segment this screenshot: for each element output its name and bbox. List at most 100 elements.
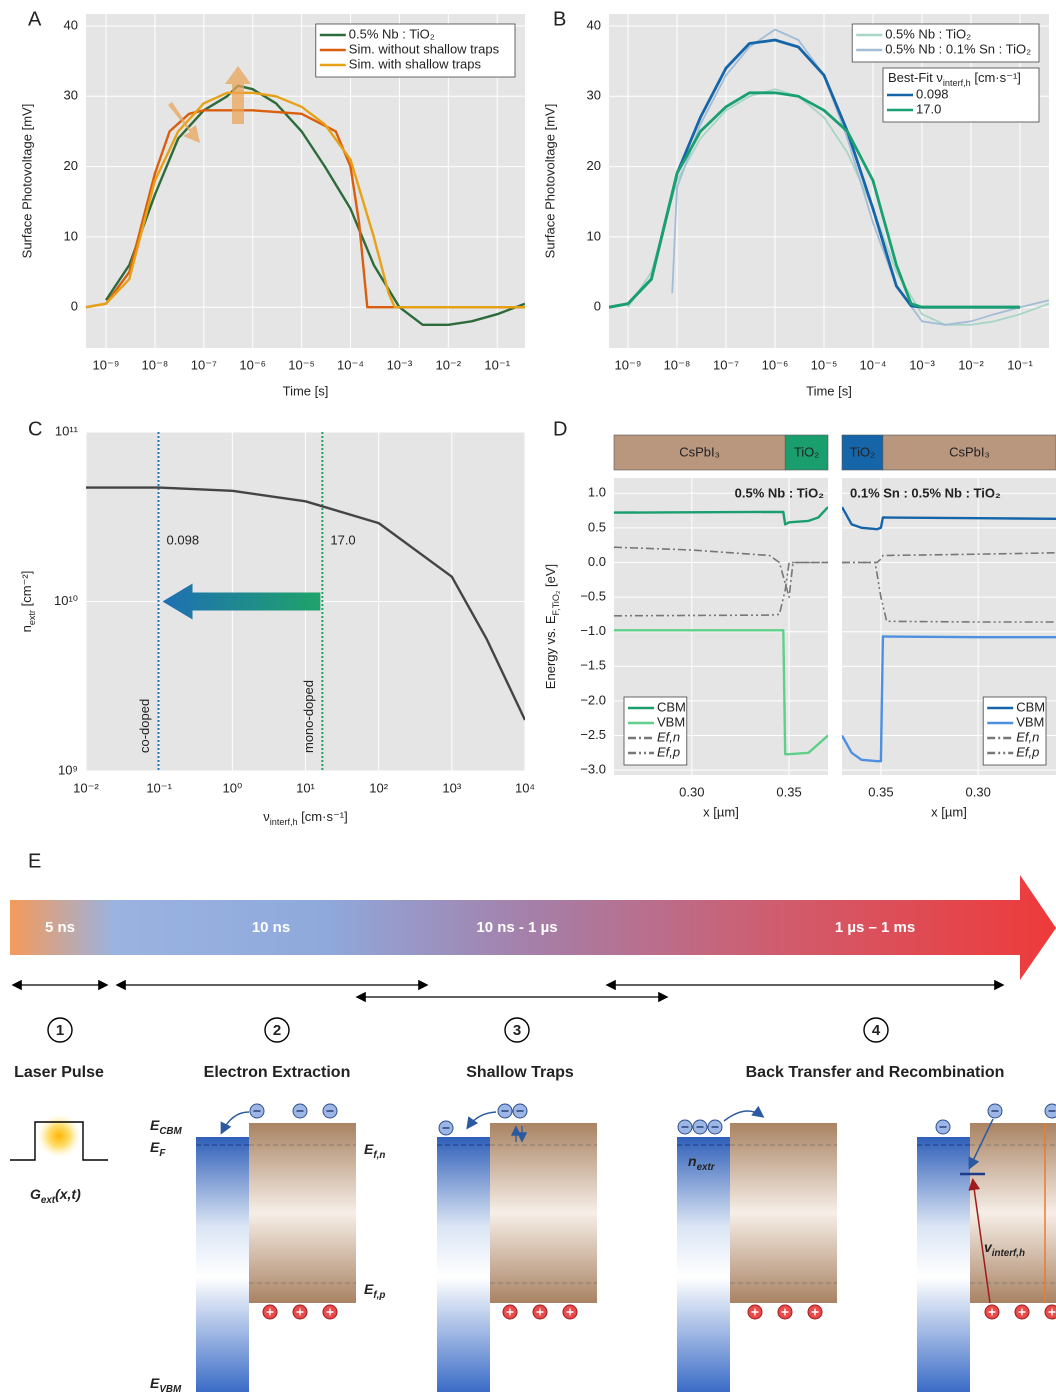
x-tick-label: 10⁻² [435, 357, 461, 372]
annotation: 0.5% Nb : TiO₂ [735, 485, 825, 500]
series-line [842, 561, 1056, 623]
layer [784, 434, 829, 471]
y-axis-label: nextr [cm⁻²] [19, 571, 37, 633]
label-part: interf,h [992, 1248, 1025, 1259]
step-circle [863, 1017, 889, 1043]
legend-label: Sim. without shallow traps [349, 41, 500, 56]
y-tick-label: 0 [594, 299, 601, 314]
legend-box [851, 23, 1040, 63]
step-circle [264, 1017, 290, 1043]
y-tick-label: 40 [587, 17, 601, 32]
g-ext-label: Gext(x,t) [30, 1186, 81, 1206]
y-tick-label: −0.5 [580, 589, 606, 604]
label-part: CBM [159, 1126, 182, 1137]
x-tick-label: 10⁰ [222, 780, 242, 795]
legend-label: 0.5% Nb : TiO₂ [885, 26, 971, 41]
legend-label: VBM [657, 714, 685, 729]
x-axis-label: x [µm] [931, 804, 967, 819]
label-part: extr [697, 1162, 716, 1173]
y-tick-label: −2.5 [580, 727, 606, 742]
step-title: Electron Extraction [204, 1064, 351, 1081]
perovskite-band [970, 1123, 1056, 1303]
x-tick-label: 10⁻⁴ [337, 357, 364, 372]
y-tick-label: −2.0 [580, 692, 606, 707]
y-axis-label-part: n [19, 625, 34, 632]
x-tick-label: 10⁻⁷ [713, 357, 739, 372]
x-tick-label: 0.35 [776, 784, 801, 799]
hole-sign [266, 1308, 274, 1316]
e-cbm-label: ECBM [150, 1117, 182, 1137]
legend-label: VBM [1016, 714, 1044, 729]
process-diagram: 5 ns 10 ns 10 ns - 1 µs 1 µs – 1 ms 1 2 … [10, 875, 1056, 1161]
x-tick-label: 10² [369, 780, 388, 795]
hole-sign [506, 1308, 514, 1316]
tio2-band [196, 1137, 249, 1392]
x-tick-label: 10⁻⁵ [288, 357, 315, 372]
series-line [86, 91, 525, 309]
x-tick-label: 0.30 [679, 784, 704, 799]
series-line [627, 88, 1049, 326]
n-extr-label: nextr [688, 1153, 716, 1173]
y-tick-label: 0 [71, 299, 78, 314]
series-line [842, 506, 1056, 531]
x-tick-label: 0.35 [868, 784, 893, 799]
step-title: Shallow Traps [466, 1064, 574, 1081]
y-axis-label: Energy vs. EF,TiO₂ [eV] [543, 564, 561, 689]
v-interf-label: vinterf,h [984, 1239, 1025, 1259]
step-title: Back Transfer and Recombination [746, 1064, 1005, 1081]
y-axis-label-part: extr [27, 610, 37, 625]
shift-arrow [162, 583, 321, 620]
e-fn-label: Ef,n [364, 1141, 385, 1161]
y-axis-label: Surface Photovoltage [mV] [19, 104, 34, 259]
timeline-label: 1 µs – 1 ms [835, 919, 915, 936]
y-axis-label-part: Energy vs. E [543, 615, 558, 689]
label-part: ext [41, 1195, 56, 1206]
x-tick-label: 10⁻⁴ [860, 357, 887, 372]
tio2-band [437, 1137, 490, 1392]
layer-label: TiO₂ [794, 444, 820, 459]
label-part: E [364, 1281, 374, 1297]
hole-sign [781, 1308, 789, 1316]
step-circles [47, 1017, 889, 1043]
x-tick-label: 10⁻³ [909, 357, 935, 372]
step-circle [47, 1017, 73, 1043]
label-part: F [159, 1148, 166, 1159]
layer-label: CsPbI₃ [679, 444, 720, 459]
series-line [614, 506, 828, 526]
y-tick-label: −3.0 [580, 762, 606, 777]
timeline-label: 5 ns [45, 919, 75, 936]
x-tick-label: 10⁴ [515, 780, 535, 795]
hole-sign [811, 1308, 819, 1316]
x-tick-label: 10⁻¹ [1007, 357, 1033, 372]
label-part: n [688, 1153, 697, 1169]
y-tick-label: 10 [64, 228, 78, 243]
laser-spot [37, 1114, 81, 1158]
legend-label: 0.098 [916, 86, 949, 101]
y-tick-label: 0.5 [588, 519, 606, 534]
layer-label: TiO₂ [850, 444, 876, 459]
hole-sign [566, 1308, 574, 1316]
label-part: E [150, 1117, 160, 1133]
y-tick-label: 20 [64, 158, 78, 173]
panel-label: D [553, 418, 567, 440]
tio2-band [677, 1137, 730, 1392]
legend-label: CBM [1016, 699, 1045, 714]
x-tick-label: 10⁻¹ [484, 357, 510, 372]
y-tick-label: 1.0 [588, 485, 606, 500]
legend-label: Ef,n [657, 729, 680, 744]
series-line [614, 629, 828, 756]
legend-label: CBM [657, 699, 686, 714]
x-tick-label: 10⁻⁹ [615, 357, 642, 372]
y-tick-label: 30 [64, 88, 78, 103]
series-line [614, 561, 828, 617]
tio2-band [917, 1137, 970, 1392]
x-tick-label: 0.30 [966, 784, 991, 799]
x-tick-label: 10⁻⁶ [239, 357, 266, 372]
hole-sign [1018, 1308, 1026, 1316]
x-tick-label: 10¹ [296, 780, 315, 795]
legend-label: Ef,p [1016, 744, 1039, 759]
layer [841, 434, 884, 471]
legend-label: 0.5% Nb : 0.1% Sn : TiO₂ [885, 41, 1031, 56]
y-tick-label: 10¹¹ [55, 423, 79, 438]
x-tick-label: 10⁻² [958, 357, 984, 372]
